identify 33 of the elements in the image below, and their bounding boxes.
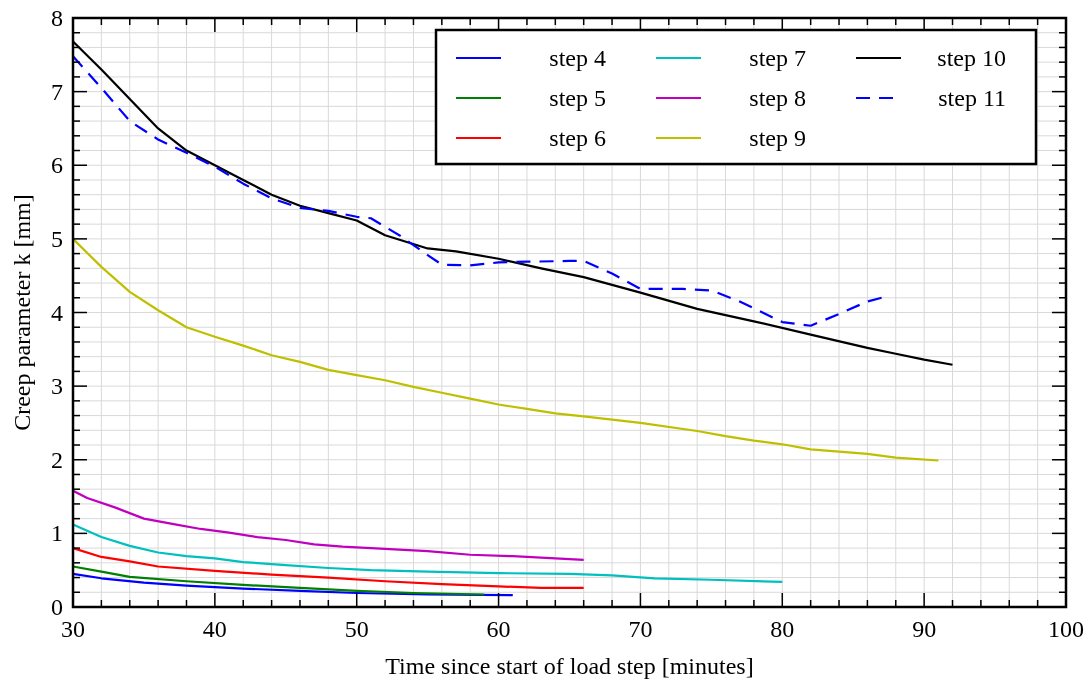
legend-label: step 5: [549, 85, 606, 111]
line-series: [71, 237, 940, 462]
y-tick-label: 1: [51, 520, 63, 547]
y-tick-label: 8: [51, 5, 63, 31]
y-tick-label: 2: [51, 446, 63, 473]
x-axis-title: Time since start of load step [minutes]: [385, 653, 754, 679]
y-tick-label: 4: [51, 299, 63, 326]
line-series: [71, 572, 514, 597]
legend-label: step 6: [549, 125, 606, 151]
x-tick-label: 30: [61, 616, 85, 642]
legend-label: step 4: [549, 45, 606, 71]
line-series: [71, 523, 784, 584]
legend-label: step 8: [749, 85, 806, 111]
legend-label: step 10: [937, 45, 1006, 71]
line-series: [71, 565, 486, 596]
y-tick-label: 6: [51, 152, 63, 179]
legend-label: step 11: [938, 85, 1006, 111]
x-tick-label: 80: [770, 616, 795, 642]
x-tick-label: 40: [202, 616, 227, 642]
legend-label: step 9: [749, 125, 806, 151]
x-tick-label: 60: [486, 616, 511, 642]
y-tick-label: 7: [51, 78, 63, 105]
y-axis-title: Creep parameter k [mm]: [9, 194, 35, 431]
line-series: [71, 547, 585, 589]
x-tick-label: 100: [1048, 616, 1084, 642]
x-tick-label: 50: [344, 616, 369, 642]
legend-label: step 7: [749, 45, 806, 71]
y-tick-label: 0: [51, 594, 63, 620]
line-series: [71, 489, 585, 561]
x-tick-label: 90: [912, 616, 937, 642]
y-tick-label: 5: [51, 225, 63, 252]
y-tick-label: 3: [51, 373, 63, 400]
x-tick-label: 70: [628, 616, 653, 642]
